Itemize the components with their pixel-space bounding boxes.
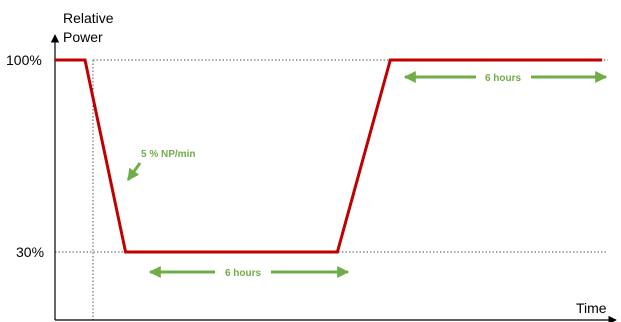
y-axis-label: Relative Power [63, 10, 117, 45]
ramp-rate-arrow [126, 162, 142, 181]
ramp-rate-label: 5 % NP/min [141, 149, 195, 160]
power-profile-line [55, 58, 603, 254]
duration-label-high: 6 hours [485, 73, 522, 84]
duration-label-low: 6 hours [225, 268, 262, 279]
x-axis-label: Time [576, 300, 607, 316]
y-tick-label-30: 30% [16, 244, 44, 260]
y-tick-label-100: 100% [6, 52, 42, 68]
